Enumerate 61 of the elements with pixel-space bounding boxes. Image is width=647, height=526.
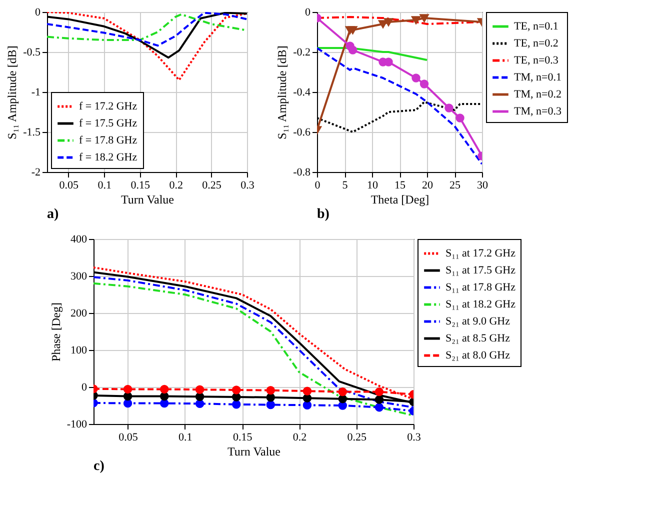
x-tick-label: 0.1 [98,180,112,192]
y-axis-title: S₁₁ Amplitude [dB] [5,46,20,140]
text: c) [94,459,105,474]
legend-label: S₁₁ at 17.8 GHz [446,282,516,294]
y-tick-label: 100 [70,344,88,356]
legend-label: TE, n=0.2 [514,38,558,50]
y-tick-label: -100 [66,418,88,430]
legend-label: S₂₁ at 8.5 GHz [446,332,510,344]
legend-label: TE, n=0.1 [514,20,558,32]
legend-label: f = 17.2 GHz [79,100,138,112]
x-tick-label: 10 [367,180,378,192]
x-tick-label: 0.2 [169,180,183,192]
y-tick-label: -0.6 [293,126,311,138]
legend-label: S₁₁ at 18.2 GHz [446,298,516,310]
y-tick-label: -1.5 [23,126,41,138]
x-tick-label: 0.05 [59,180,80,192]
legend-label: f = 18.2 GHz [79,152,138,164]
x-tick-label: 0.3 [407,432,422,444]
x-tick-label: 25 [450,180,461,192]
legend-label: TM, n=0.3 [514,106,562,118]
x-tick-label: 0.15 [130,180,150,192]
y-tick-label: -1 [31,86,40,98]
legend-label: S₁₁ at 17.5 GHz [446,264,516,276]
x-tick-label: 20 [422,180,434,192]
y-tick-label: 0 [305,6,311,18]
text: b) [317,207,330,222]
y-axis-title: Phase [Deg] [48,302,63,362]
x-tick-label: 5 [342,180,348,192]
y-tick-label: 300 [70,270,88,282]
x-tick-label: 0.25 [202,180,222,192]
legend-label: S₂₁ at 9.0 GHz [446,316,510,328]
x-axis-title: Turn Value [227,444,281,458]
y-tick-label: -0.4 [293,86,311,98]
y-tick-label: 0 [35,6,41,18]
legend-label: f = 17.5 GHz [79,118,138,130]
x-tick-label: 0.1 [178,432,192,444]
x-tick-label: 0 [314,180,321,192]
y-axis-title: S₁₁ Amplitude [dB] [275,46,290,140]
y-tick-label: 200 [70,308,88,320]
x-tick-label: 0.3 [240,180,255,192]
legend-label: S₂₁ at 8.0 GHz [446,350,510,362]
x-tick-label: 0.25 [347,432,367,444]
x-tick-label: 0.2 [292,432,307,444]
legend-label: TM, n=0.1 [514,72,562,84]
legend-label: S₁₁ at 17.2 GHz [446,248,516,260]
legend-label: f = 17.8 GHz [79,134,138,146]
x-tick-label: 0.15 [232,432,253,444]
legend-label: TE, n=0.3 [514,54,559,66]
legend-label: TM, n=0.2 [514,88,562,100]
y-tick-label: -0.2 [293,46,310,58]
y-tick-label: 400 [70,234,88,246]
x-tick-label: 30 [477,180,488,192]
y-tick-label: -0.8 [293,166,311,178]
x-tick-label: 15 [394,180,406,192]
y-tick-label: -0.5 [23,46,41,58]
x-axis-title: Theta [Deg] [370,192,430,206]
text: a) [47,207,59,222]
y-tick-label: 0 [82,382,88,394]
y-tick-label: -2 [31,166,40,178]
x-tick-label: 0.05 [118,432,138,444]
x-axis-title: Turn Value [120,192,174,206]
